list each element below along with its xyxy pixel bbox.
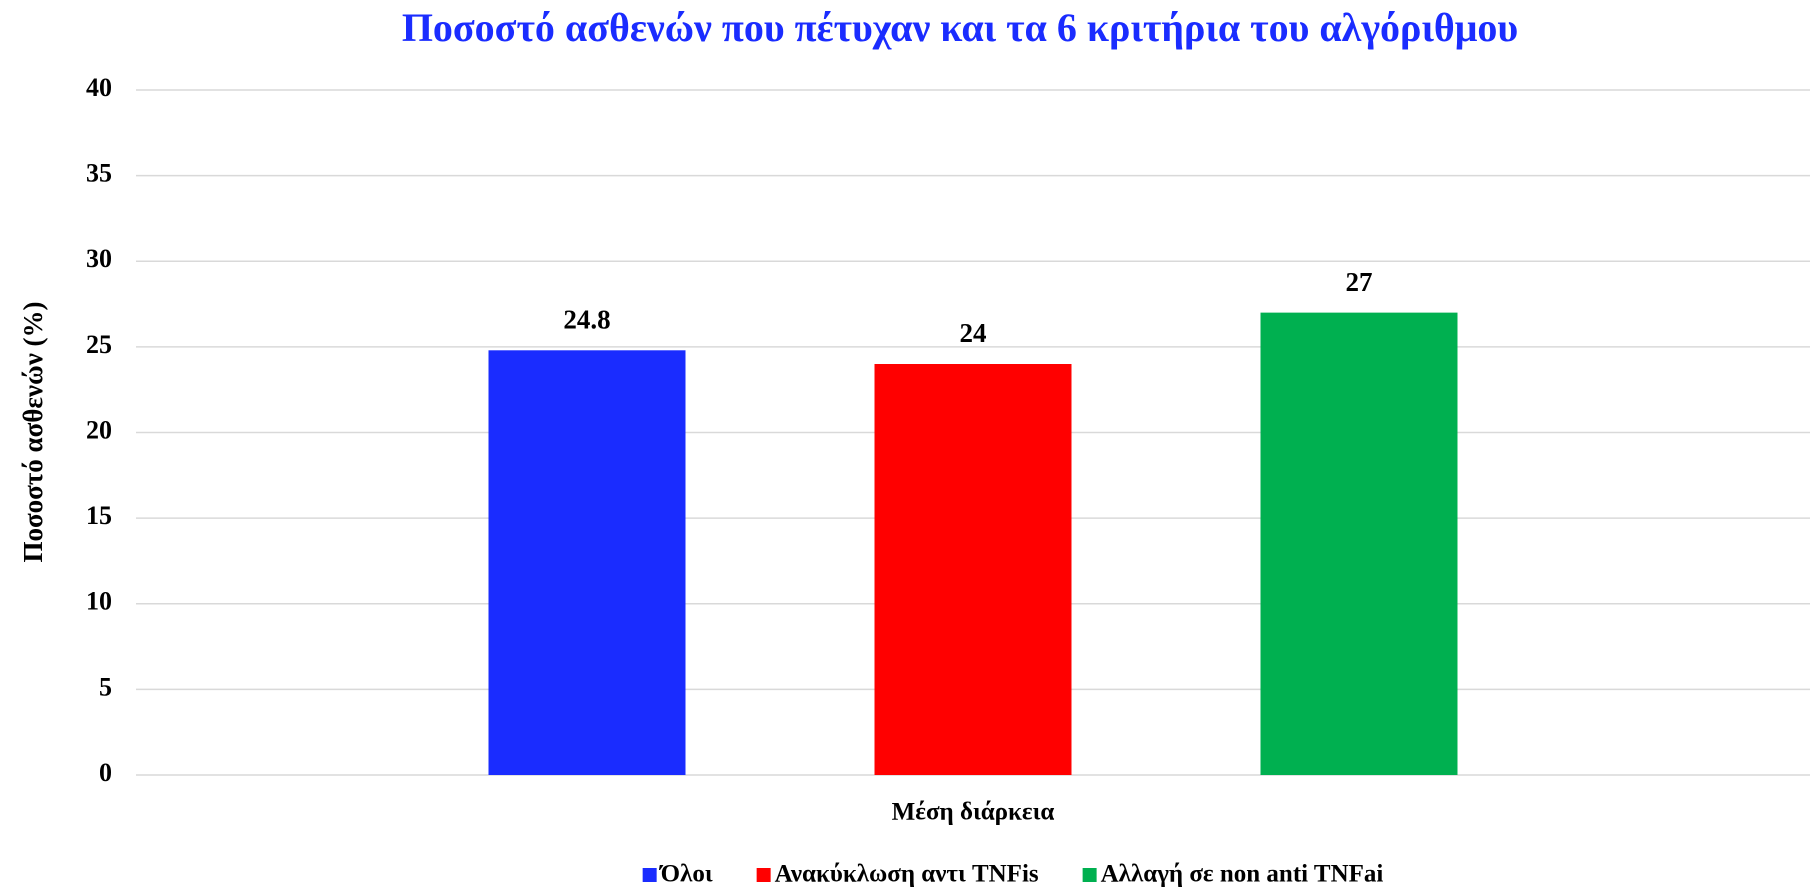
y-tick-label: 40 xyxy=(86,73,112,102)
bar xyxy=(874,364,1072,775)
legend-label: Αλλαγή σε non anti TNFai xyxy=(1101,861,1384,888)
x-tick-label: Μέση διάρκεια xyxy=(892,799,1055,826)
bar xyxy=(488,350,686,775)
legend-label: Ανακύκλωση αντι TNFis xyxy=(775,861,1039,888)
legend-swatch xyxy=(1082,868,1097,882)
data-label: 27 xyxy=(1346,267,1373,297)
data-label: 24.8 xyxy=(563,305,610,335)
y-tick-label: 20 xyxy=(86,415,112,444)
legend-label: Όλοι xyxy=(659,861,713,888)
bar xyxy=(1260,312,1458,775)
data-label: 24 xyxy=(960,318,987,348)
legend-swatch xyxy=(756,868,771,882)
y-tick-label: 10 xyxy=(86,587,112,616)
y-tick-label: 25 xyxy=(86,330,112,359)
y-tick-label: 0 xyxy=(99,758,112,787)
y-tick-label: 30 xyxy=(86,244,112,273)
y-tick-label: 5 xyxy=(99,672,112,701)
chart-title: Ποσοστό ασθενών που πέτυχαν και τα 6 κρι… xyxy=(402,5,1518,50)
y-tick-label: 35 xyxy=(86,159,112,188)
y-tick-label: 15 xyxy=(86,501,112,530)
legend-swatch xyxy=(642,868,657,882)
y-axis-label: Ποσοστό ασθενών (%) xyxy=(18,301,48,562)
